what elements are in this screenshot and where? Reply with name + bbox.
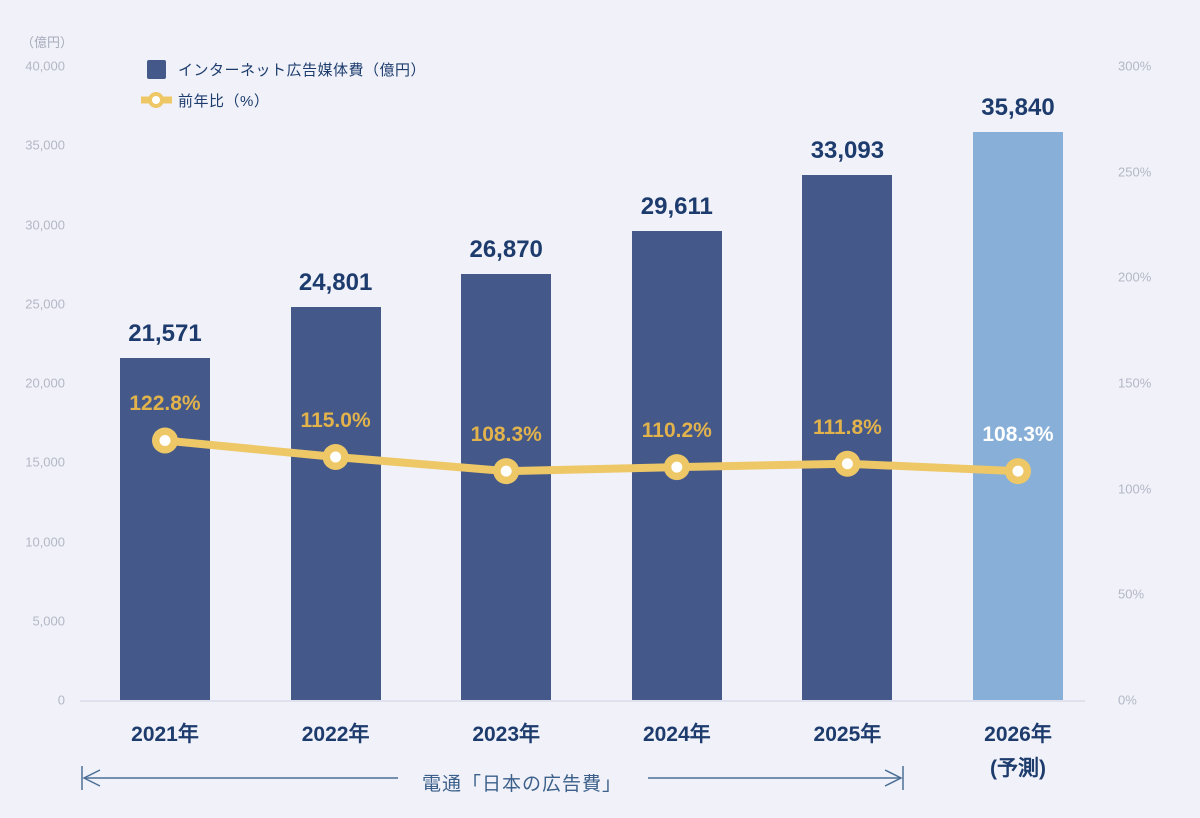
left-axis-tick: 25,000 (25, 296, 65, 312)
bar-series-swatch-icon (147, 59, 166, 79)
yoy-pct-label: 115.0% (300, 408, 371, 432)
right-axis-tick: 100% (1118, 481, 1152, 497)
legend-item-bar: インターネット広告媒体費（億円） (147, 59, 426, 79)
left-axis-tick: 40,000 (25, 58, 65, 74)
bar-value-label: 21,571 (128, 320, 202, 348)
bar-2021年 (120, 358, 210, 700)
left-axis-tick: 35,000 (25, 137, 65, 153)
right-axis-tick: 0% (1118, 692, 1137, 708)
legend: インターネット広告媒体費（億円） 前年比（%） (141, 59, 426, 121)
bar-value-label: 35,840 (981, 93, 1055, 121)
bar-2026年 (973, 131, 1063, 700)
bar-value-label: 33,093 (810, 137, 885, 165)
right-axis-tick: 250% (1118, 164, 1152, 180)
bar-value-label: 24,801 (298, 268, 373, 296)
x-axis-label-2026年: 2026年 (984, 723, 1052, 746)
right-axis-tick: 150% (1118, 375, 1152, 391)
x-axis-label-2025年: 2025年 (813, 723, 882, 746)
bar-2024年 (631, 230, 722, 700)
x-axis-label-2021年: 2021年 (131, 723, 199, 746)
yoy-pct-label: 108.3% (470, 423, 542, 447)
left-axis-tick: 15,000 (25, 454, 65, 470)
yoy-pct-label: 111.8% (812, 415, 882, 439)
bar-series-label: インターネット広告媒体費（億円） (178, 61, 427, 79)
right-axis-tick: 200% (1118, 269, 1152, 285)
left-axis-tick: 5,000 (32, 613, 65, 629)
yoy-pct-label: 122.8% (129, 392, 201, 416)
x-axis-label-2023年: 2023年 (472, 723, 541, 746)
left-axis-title: （億円） (21, 35, 74, 50)
bar-2023年 (461, 274, 552, 700)
bar-2022年 (290, 306, 381, 700)
left-axis-tick: 20,000 (25, 375, 65, 391)
source-range-arrow (81, 766, 904, 790)
right-axis-tick: 50% (1118, 586, 1145, 602)
x-axis-line (80, 700, 1085, 702)
bar-value-label: 26,870 (469, 236, 543, 264)
yoy-pct-label: 110.2% (641, 419, 712, 443)
left-axis-tick: 0 (57, 692, 65, 708)
left-axis-tick: 30,000 (25, 217, 65, 232)
line-series-swatch-icon (141, 92, 172, 108)
bar-value-label: 29,611 (640, 192, 713, 220)
source-annotation: 電通「日本の広告費」 (421, 774, 623, 795)
right-axis-tick: 300% (1118, 58, 1152, 74)
legend-item-line: 前年比（%） (141, 90, 426, 110)
x-axis-label-2022年: 2022年 (301, 723, 370, 746)
forecast-note: (予測) (990, 757, 1046, 780)
left-axis-tick: 10,000 (25, 534, 65, 549)
line-series-label: 前年比（%） (178, 92, 270, 110)
x-axis-label-2024年: 2024年 (642, 723, 711, 746)
yoy-pct-label: 108.3% (982, 423, 1054, 447)
